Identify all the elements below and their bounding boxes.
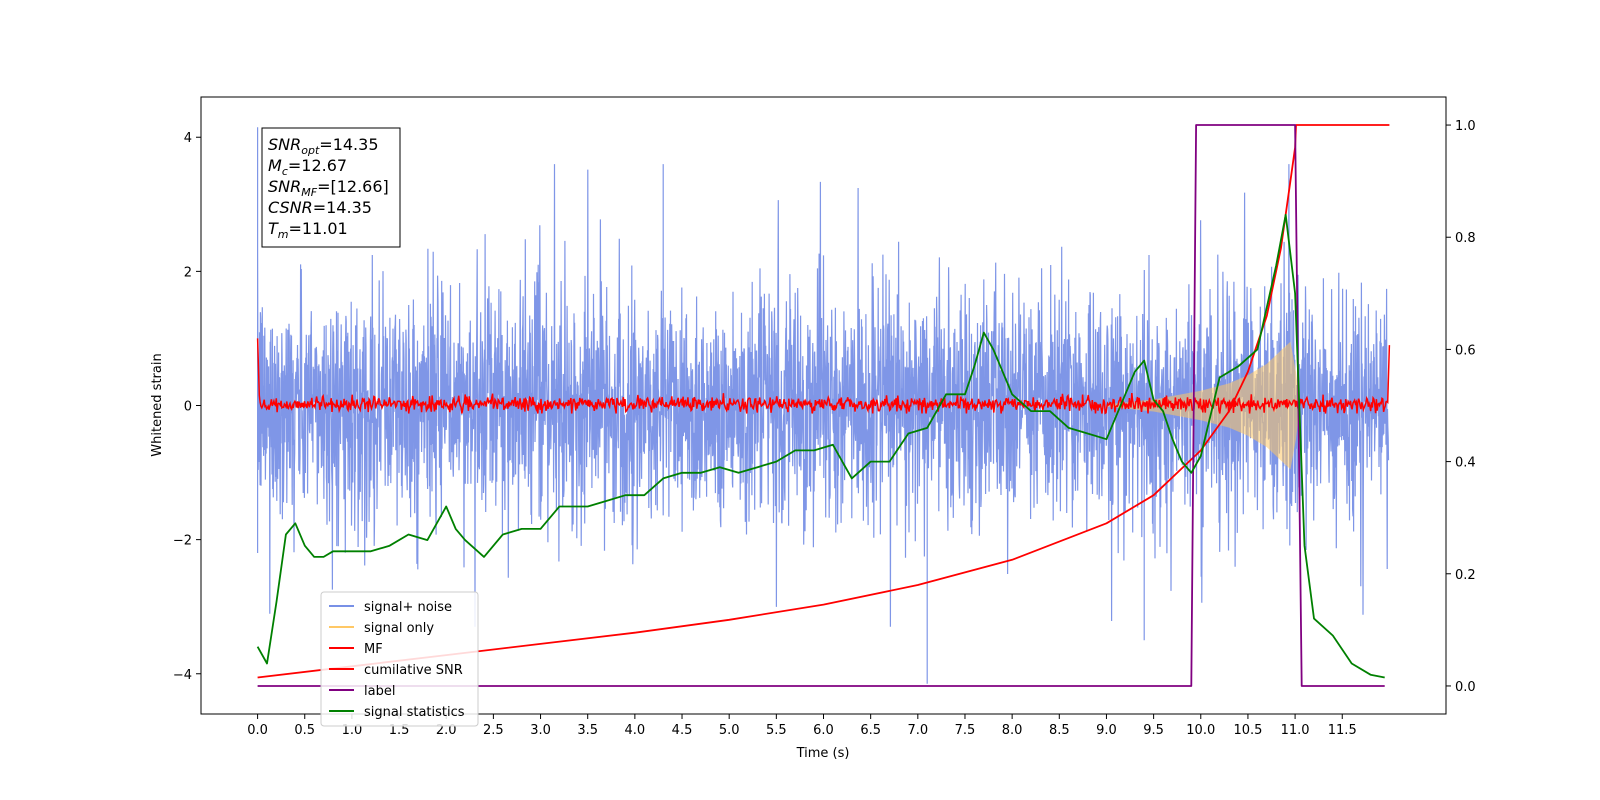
legend-entry-label: MF xyxy=(364,642,383,657)
x-tick-label: 2.5 xyxy=(483,723,504,738)
x-tick-label: 3.0 xyxy=(530,723,551,738)
legend-entry-label: signal statistics xyxy=(364,705,465,720)
legend-entry-label: cumilative SNR xyxy=(364,663,463,678)
legend-entry-label: label xyxy=(364,684,395,699)
x-tick-label: 3.5 xyxy=(577,723,598,738)
x-tick-label: 6.5 xyxy=(860,723,881,738)
x-tick-label: 7.0 xyxy=(907,723,928,738)
x-tick-label: 5.5 xyxy=(766,723,787,738)
info-line: Mc=12.67 xyxy=(268,156,347,178)
y-tick-label: 4 xyxy=(184,131,192,146)
info-line: CSNR=14.35 xyxy=(268,198,372,217)
x-tick-label: 1.0 xyxy=(342,723,363,738)
y-right-tick-label: 0.2 xyxy=(1455,568,1476,583)
info-line: SNRMF=[12.66] xyxy=(268,177,389,199)
y-tick-label: −4 xyxy=(173,668,192,683)
x-tick-label: 9.0 xyxy=(1096,723,1117,738)
x-tick-label: 8.5 xyxy=(1049,723,1070,738)
x-tick-label: 2.0 xyxy=(436,723,457,738)
x-tick-label: 9.5 xyxy=(1143,723,1164,738)
x-tick-label: 8.0 xyxy=(1002,723,1023,738)
x-tick-label: 6.0 xyxy=(813,723,834,738)
y-right-tick-label: 0.4 xyxy=(1455,456,1476,471)
info-line: SNRopt=14.35 xyxy=(268,135,379,157)
info-box: SNRopt=14.35Mc=12.67SNRMF=[12.66]CSNR=14… xyxy=(261,127,401,248)
legend-entry-label: signal only xyxy=(364,621,434,636)
series-cumulative-snr xyxy=(257,124,1390,679)
y-right-tick-label: 0.6 xyxy=(1455,343,1476,358)
legend-entry-label: signal+ noise xyxy=(364,600,452,615)
info-line: Tm=11.01 xyxy=(268,219,348,241)
legend-frame xyxy=(320,591,479,727)
plot-area xyxy=(256,124,1391,687)
series-mf xyxy=(256,338,1391,415)
y-tick-label: 2 xyxy=(184,265,192,280)
x-tick-label: 11.0 xyxy=(1281,723,1310,738)
series-label xyxy=(257,124,1385,687)
x-tick-label: 5.0 xyxy=(719,723,740,738)
x-axis-label: Time (s) xyxy=(796,746,850,761)
x-tick-label: 7.5 xyxy=(955,723,976,738)
series-signal-plus-noise xyxy=(257,127,1390,684)
y-right-tick-label: 1.0 xyxy=(1455,119,1476,134)
x-tick-label: 4.0 xyxy=(625,723,646,738)
legend: signal+ noise signal only MF cumilative SNR… xyxy=(320,591,479,727)
info-box-frame xyxy=(261,127,401,248)
x-tick-label: 1.5 xyxy=(389,723,410,738)
y-right-tick-label: 0.0 xyxy=(1455,680,1476,695)
x-tick-label: 10.0 xyxy=(1186,723,1215,738)
x-tick-label: 0.0 xyxy=(247,723,268,738)
y-axis-label: Whitened strain xyxy=(150,353,165,456)
series-signal-statistics xyxy=(256,213,1385,679)
x-tick-label: 11.5 xyxy=(1328,723,1357,738)
x-tick-label: 10.5 xyxy=(1233,723,1262,738)
y-tick-label: 0 xyxy=(184,400,192,415)
x-tick-label: 4.5 xyxy=(672,723,693,738)
x-tick-label: 0.5 xyxy=(294,723,315,738)
y-tick-label: −2 xyxy=(173,534,192,549)
y-right-tick-label: 0.8 xyxy=(1455,231,1476,246)
axis-ticks: 0.0 0.5 1.0 1.5 2.0 2.5 3.0 3.5 4.0 4.5 5.0 5.5 6.0 6… xyxy=(173,119,1476,738)
